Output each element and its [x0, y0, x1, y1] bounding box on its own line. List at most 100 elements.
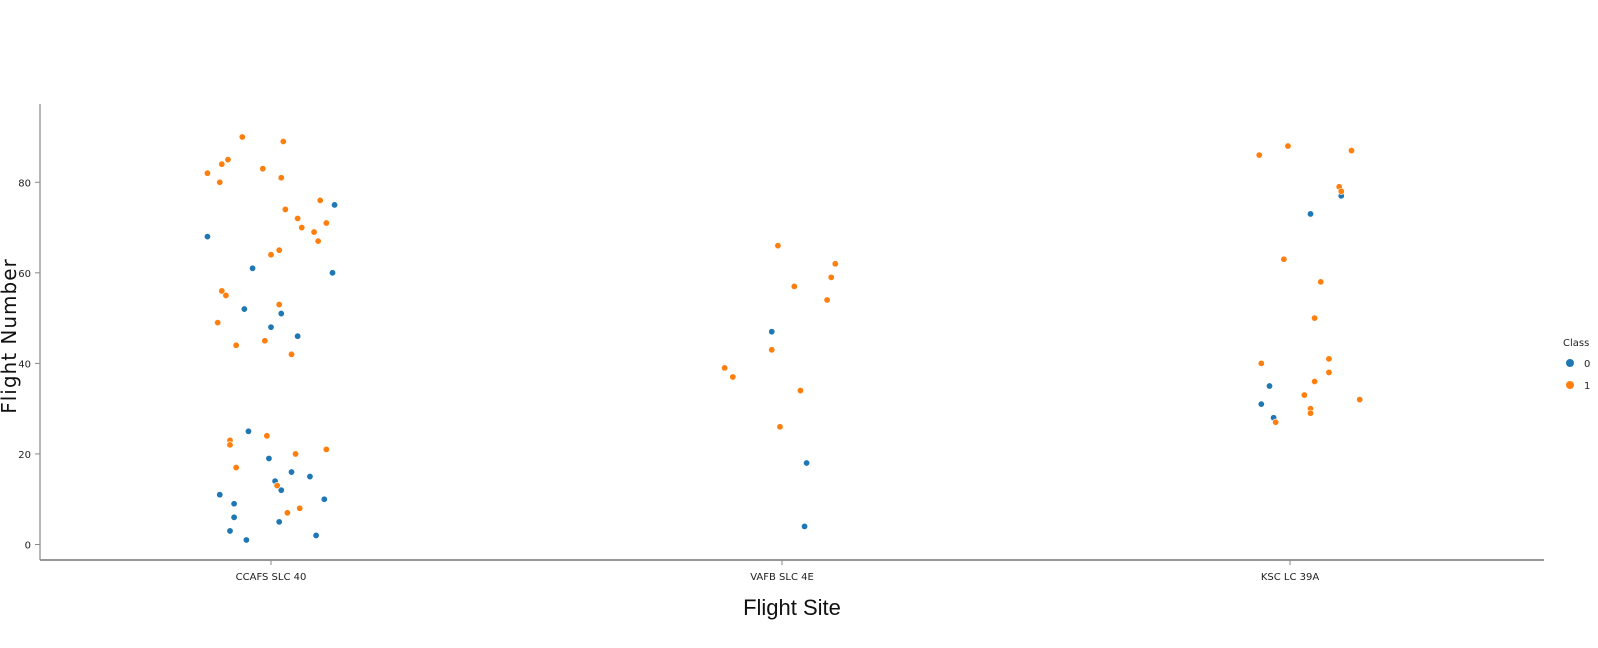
- x-axis-title: Flight Site: [743, 595, 841, 620]
- data-point-class-1: [281, 205, 289, 213]
- data-point-class-1: [287, 350, 295, 358]
- data-point-class-1: [226, 441, 234, 449]
- data-points: [203, 133, 1364, 544]
- data-point-class-1: [721, 364, 729, 372]
- data-point-class-1: [279, 138, 287, 146]
- data-point-class-1: [261, 337, 269, 345]
- data-point-class-1: [298, 224, 306, 232]
- legend-entries: 01: [1566, 359, 1590, 392]
- data-point-class-1: [283, 509, 291, 517]
- data-point-class-1: [224, 156, 232, 164]
- data-point-class-1: [796, 387, 804, 395]
- data-point-class-1: [729, 373, 737, 381]
- data-point-class-1: [314, 237, 322, 245]
- data-point-class-0: [203, 233, 211, 241]
- data-point-class-0: [249, 264, 257, 272]
- data-point-class-1: [322, 219, 330, 227]
- data-point-class-0: [287, 468, 295, 476]
- data-point-class-1: [275, 246, 283, 254]
- data-point-class-1: [827, 273, 835, 281]
- data-point-class-1: [214, 319, 222, 327]
- data-point-class-0: [277, 486, 285, 494]
- data-point-class-0: [240, 305, 248, 313]
- data-point-class-0: [801, 522, 809, 530]
- legend-marker-class-0: [1566, 359, 1574, 367]
- data-point-class-0: [242, 536, 250, 544]
- x-ticks: CCAFS SLC 40 VAFB SLC 4E KSC LC 39A: [236, 560, 1320, 583]
- data-point-class-1: [267, 251, 275, 259]
- y-tick-label: 40: [18, 359, 31, 370]
- data-point-class-1: [1337, 187, 1345, 195]
- data-point-class-1: [1348, 147, 1356, 155]
- data-point-class-0: [1307, 210, 1315, 218]
- legend-marker-class-1: [1566, 381, 1574, 389]
- data-point-class-1: [1311, 314, 1319, 322]
- data-point-class-1: [774, 242, 782, 250]
- y-axis-title: Flight Number: [0, 258, 21, 414]
- legend-label: 0: [1584, 359, 1590, 370]
- axes: [39, 104, 1544, 561]
- data-point-class-1: [1325, 368, 1333, 376]
- data-point-class-1: [292, 450, 300, 458]
- data-point-class-1: [1307, 409, 1315, 417]
- y-ticks: 0 20 40 60 80: [18, 178, 40, 552]
- data-point-class-1: [1317, 278, 1325, 286]
- data-point-class-0: [267, 323, 275, 331]
- data-point-class-0: [216, 491, 224, 499]
- series-0: [203, 192, 1345, 544]
- y-tick-label: 0: [25, 541, 31, 552]
- data-point-class-1: [322, 445, 330, 453]
- data-point-class-1: [259, 165, 267, 173]
- data-point-class-1: [294, 214, 302, 222]
- data-point-class-1: [296, 504, 304, 512]
- data-point-class-0: [244, 427, 252, 435]
- data-point-class-1: [1356, 396, 1364, 404]
- data-point-class-1: [1280, 255, 1288, 263]
- data-point-class-0: [331, 201, 339, 209]
- data-point-class-0: [320, 495, 328, 503]
- data-point-class-0: [803, 459, 811, 467]
- data-point-class-1: [1272, 418, 1280, 426]
- x-tick-label: VAFB SLC 4E: [750, 572, 814, 583]
- data-point-class-0: [294, 332, 302, 340]
- data-point-class-1: [263, 432, 271, 440]
- data-point-class-1: [238, 133, 246, 141]
- data-point-class-0: [275, 518, 283, 526]
- data-point-class-1: [316, 196, 324, 204]
- legend-title: Class: [1563, 338, 1589, 349]
- data-point-class-1: [831, 260, 839, 268]
- data-point-class-1: [1284, 142, 1292, 150]
- data-point-class-1: [232, 464, 240, 472]
- data-point-class-1: [218, 287, 226, 295]
- data-point-class-1: [216, 178, 224, 186]
- data-point-class-1: [218, 160, 226, 168]
- data-point-class-1: [1255, 151, 1263, 159]
- data-point-class-1: [277, 174, 285, 182]
- data-point-class-1: [310, 228, 318, 236]
- data-point-class-1: [222, 291, 230, 299]
- data-point-class-1: [823, 296, 831, 304]
- data-point-class-0: [768, 328, 776, 336]
- data-point-class-1: [273, 482, 281, 490]
- data-point-class-0: [265, 454, 273, 462]
- data-point-class-0: [230, 513, 238, 521]
- data-point-class-1: [1311, 377, 1319, 385]
- data-point-class-0: [230, 500, 238, 508]
- data-point-class-1: [776, 423, 784, 431]
- data-point-class-0: [328, 269, 336, 277]
- x-tick-label: KSC LC 39A: [1261, 572, 1320, 583]
- data-point-class-0: [312, 531, 320, 539]
- data-point-class-0: [277, 310, 285, 318]
- legend-label: 1: [1584, 381, 1590, 392]
- data-point-class-1: [1325, 355, 1333, 363]
- data-point-class-0: [1266, 382, 1274, 390]
- series-1: [203, 133, 1364, 517]
- y-tick-label: 20: [18, 450, 31, 461]
- data-point-class-1: [203, 169, 211, 177]
- data-point-class-1: [1300, 391, 1308, 399]
- x-tick-label: CCAFS SLC 40: [236, 572, 307, 583]
- data-point-class-1: [275, 301, 283, 309]
- data-point-class-1: [768, 346, 776, 354]
